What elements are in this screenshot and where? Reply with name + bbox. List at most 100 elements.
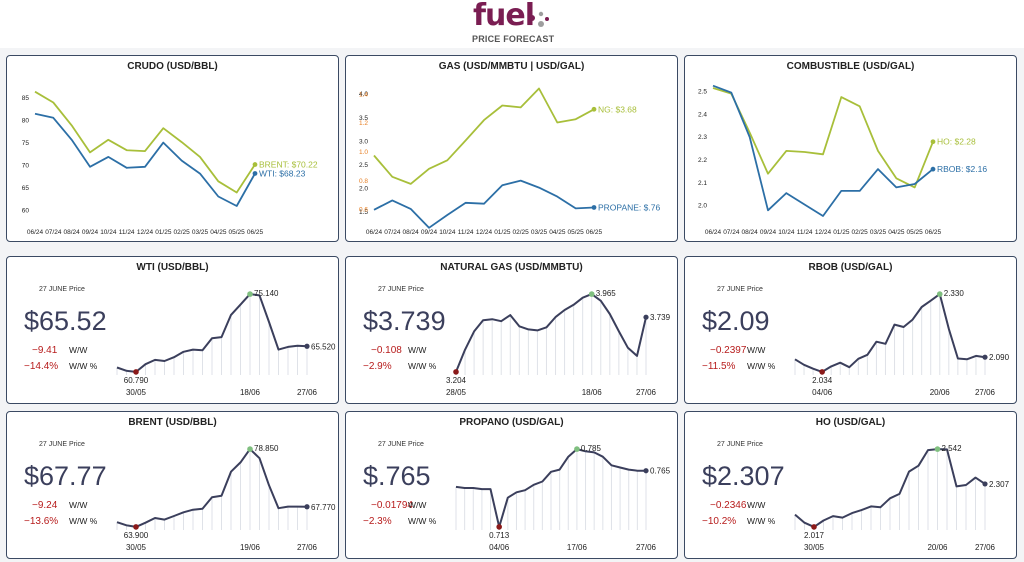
y-tick-label: 2.2 xyxy=(698,157,707,164)
chart-title: WTI (USD/BBL) xyxy=(136,262,208,273)
price-date-label: 27 JUNE Price xyxy=(378,286,424,293)
last-point-dot xyxy=(304,504,310,510)
x-tick-label: 06/25 xyxy=(247,229,264,236)
x-tick-label: 12/24 xyxy=(476,229,493,236)
weekly-change-label: W/W xyxy=(408,500,426,510)
price-line xyxy=(116,293,308,373)
x-tick-label: 06/25 xyxy=(925,229,942,236)
y-tick-label: 3.5 xyxy=(359,115,368,122)
series-end-label-propane: PROPANE: $.76 xyxy=(598,202,660,212)
price-date-label: 27 JUNE Price xyxy=(39,286,85,293)
weekly-change: −9.41 xyxy=(32,345,58,356)
max-point-dot xyxy=(247,291,253,297)
current-price: $3.739 xyxy=(363,306,446,336)
x-tick-label: 07/24 xyxy=(384,229,401,236)
series-line-ng xyxy=(373,87,595,185)
max-point-label: 78.850 xyxy=(254,444,279,453)
x-date-label: 04/06 xyxy=(489,543,510,552)
chart-gas-svg: GAS (USD/MMBTU | USD/GAL) 1.5 2.0 2.5 3.0 3.5… xyxy=(359,61,661,236)
chart-propano-svg: PROPANO (USD/GAL) 27 JUNE Price $.765 −0.01… xyxy=(363,417,671,552)
y-tick-label: 60 xyxy=(22,208,30,215)
series-end-dot-rbob xyxy=(930,166,936,172)
series-end-dot-propane xyxy=(591,205,597,210)
min-point-dot xyxy=(819,369,825,375)
min-point-label: 63.900 xyxy=(124,531,149,540)
x-tick-label: 11/24 xyxy=(797,229,813,236)
weekly-change-label: W/W xyxy=(69,345,87,355)
x-date-label: 27/06 xyxy=(297,388,318,397)
series-end-label-ho: HO: $2.28 xyxy=(937,137,976,147)
series-end-dot-brent xyxy=(252,162,258,167)
min-point-dot xyxy=(133,369,139,375)
chart-ho-svg: HO (USD/GAL) 27 JUNE Price $2.307 −0.2346 W/… xyxy=(702,417,1010,552)
current-price: $67.77 xyxy=(24,461,107,491)
header: fuel PRICE FORECAST xyxy=(0,0,1024,48)
panel-rbob: RBOB (USD/GAL) 27 JUNE Price $2.09 −0.2397 W… xyxy=(684,256,1017,404)
last-point-dot xyxy=(643,314,649,320)
min-point-label: 60.790 xyxy=(124,376,149,385)
x-date-label: 27/06 xyxy=(636,543,657,552)
min-point-dot xyxy=(496,524,502,530)
panel-propano: PROPANO (USD/GAL) 27 JUNE Price $.765 −0.01… xyxy=(345,411,678,559)
series-line-propane xyxy=(373,179,595,229)
x-date-label: 27/06 xyxy=(636,388,657,397)
price-line xyxy=(116,448,308,528)
y2-tick-label: 0.8 xyxy=(359,178,368,185)
x-tick-label: 12/24 xyxy=(137,229,154,236)
weekly-change-label: W/W xyxy=(747,345,765,355)
chart-title: RBOB (USD/GAL) xyxy=(809,262,893,273)
min-point-label: 2.017 xyxy=(804,531,825,540)
weekly-change-label: W/W xyxy=(69,500,87,510)
fuel-logo: fuel PRICE FORECAST xyxy=(470,0,560,46)
price-date-label: 27 JUNE Price xyxy=(717,286,763,293)
x-tick-label: 08/24 xyxy=(64,229,81,236)
x-tick-label: 05/25 xyxy=(568,229,585,236)
min-point-dot xyxy=(811,524,817,530)
weekly-change-label: W/W xyxy=(408,345,426,355)
price-date-label: 27 JUNE Price xyxy=(717,441,763,448)
x-tick-label: 08/24 xyxy=(403,229,420,236)
price-line xyxy=(794,293,986,373)
series-end-dot-wti xyxy=(252,171,258,176)
current-price: $.765 xyxy=(363,461,431,491)
weekly-change-pct-label: W/W % xyxy=(69,516,98,526)
x-tick-label: 04/25 xyxy=(210,229,227,236)
x-tick-label: 05/25 xyxy=(229,229,246,236)
chart-title: BRENT (USD/BBL) xyxy=(128,417,216,428)
weekly-change: −0.108 xyxy=(371,345,402,356)
last-point-label: 2.090 xyxy=(989,353,1010,362)
chart-rbob-svg: RBOB (USD/GAL) 27 JUNE Price $2.09 −0.2397 W… xyxy=(702,262,1010,397)
y-tick-label: 80 xyxy=(22,118,30,125)
x-tick-label: 05/25 xyxy=(907,229,924,236)
x-tick-label: 02/25 xyxy=(513,229,530,236)
max-point-label: 2.542 xyxy=(942,444,963,453)
weekly-change-pct: −13.6% xyxy=(24,516,58,527)
logo-dots-icon xyxy=(529,11,549,27)
y2-tick-label: 1.2 xyxy=(359,120,368,127)
weekly-change-pct: −11.5% xyxy=(702,361,736,372)
chart-title: HO (USD/GAL) xyxy=(816,417,885,428)
last-point-dot xyxy=(304,343,310,349)
max-point-label: 75.140 xyxy=(254,289,279,298)
last-point-label: 65.520 xyxy=(311,342,336,351)
max-point-dot xyxy=(934,446,941,452)
series-end-label-rbob: RBOB: $2.16 xyxy=(937,164,987,174)
chart-crudo-svg: CRUDO (USD/BBL) 60 65 70 75 80 85 06/24 07/24 08/… xyxy=(22,61,318,236)
y-tick-label: 2.5 xyxy=(359,162,368,169)
weekly-change-pct-label: W/W % xyxy=(69,361,98,371)
y-tick-label: 75 xyxy=(22,140,30,147)
x-tick-label: 01/25 xyxy=(833,229,850,236)
price-date-label: 27 JUNE Price xyxy=(39,441,85,448)
weekly-change-label: W/W xyxy=(747,500,765,510)
max-point-dot xyxy=(574,446,580,452)
x-date-label: 18/06 xyxy=(582,388,603,397)
chart-title: CRUDO (USD/BBL) xyxy=(127,61,218,72)
x-date-label: 27/06 xyxy=(975,543,996,552)
y-tick-label: 85 xyxy=(22,95,30,102)
x-tick-label: 02/25 xyxy=(174,229,191,236)
min-point-label: 3.204 xyxy=(446,376,467,385)
x-tick-label: 06/24 xyxy=(705,229,722,236)
x-tick-label: 09/24 xyxy=(421,229,438,236)
min-point-label: 2.034 xyxy=(812,376,833,385)
panel-ho: HO (USD/GAL) 27 JUNE Price $2.307 −0.2346 W/… xyxy=(684,411,1017,559)
